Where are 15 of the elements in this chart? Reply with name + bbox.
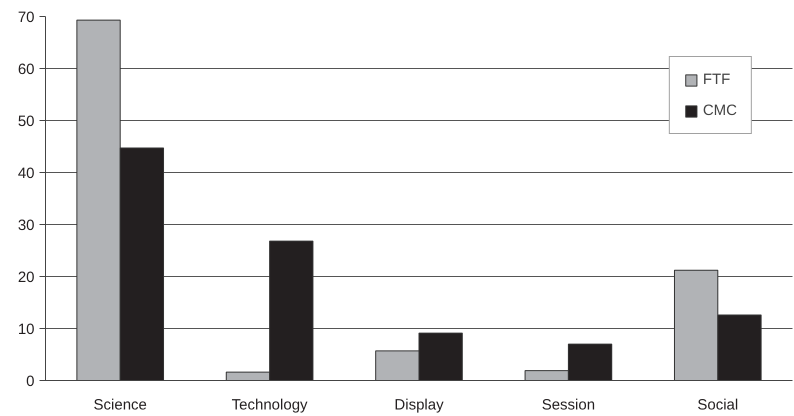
legend-label: FTF	[702, 71, 730, 88]
x-tick-label: Social	[697, 396, 738, 414]
y-tick-label: 50	[18, 113, 35, 130]
x-tick-label: Technology	[232, 396, 308, 414]
y-tick-label: 60	[18, 61, 35, 78]
y-tick-label: 0	[26, 373, 34, 390]
y-tick-label: 10	[18, 321, 35, 338]
y-tick-label: 30	[18, 217, 35, 234]
y-tick-label: 70	[18, 9, 35, 26]
x-tick-label: Display	[394, 396, 444, 414]
x-tick-label: Science	[94, 396, 147, 414]
x-tick-label: Session	[542, 396, 596, 414]
y-tick-label: 20	[18, 269, 35, 286]
y-tick-label: 40	[18, 165, 35, 182]
legend-label: CMC	[702, 102, 737, 119]
